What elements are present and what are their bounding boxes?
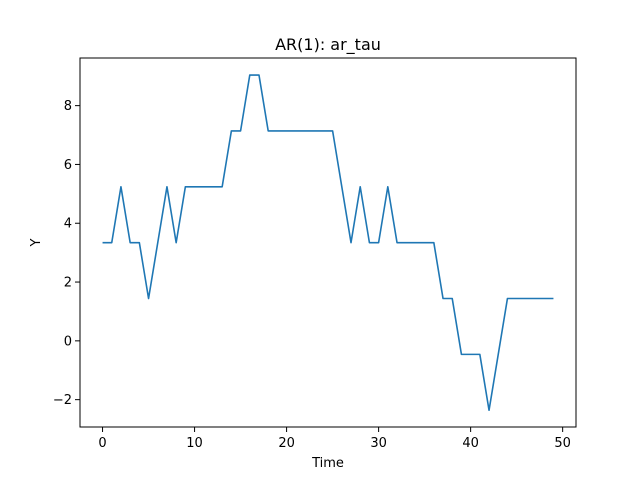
x-axis-ticks: 0 10 20 30 40 50 <box>98 427 571 451</box>
plot-frame <box>79 57 577 428</box>
chart-title: AR(1): ar_tau <box>275 35 381 55</box>
y-axis-label: Y <box>29 238 44 247</box>
x-tick-label: 10 <box>186 436 203 451</box>
x-tick-label: 30 <box>370 436 387 451</box>
y-tick-label: 4 <box>64 217 72 232</box>
y-tick-label: 2 <box>64 276 72 291</box>
y-tick-label: −2 <box>53 393 72 408</box>
series-line-0 <box>102 74 554 412</box>
x-axis-label: Time <box>311 456 344 471</box>
plot-area <box>80 58 576 427</box>
x-tick-label: 50 <box>554 436 571 451</box>
y-axis-ticks: −2 0 2 4 6 8 <box>53 99 80 408</box>
x-tick-label: 40 <box>462 436 479 451</box>
x-tick-label: 0 <box>98 436 106 451</box>
y-tick-label: 8 <box>64 99 72 114</box>
x-tick-label: 20 <box>278 436 295 451</box>
y-tick-label: 0 <box>64 334 72 349</box>
y-tick-label: 6 <box>64 158 72 173</box>
data-layer <box>102 74 554 412</box>
